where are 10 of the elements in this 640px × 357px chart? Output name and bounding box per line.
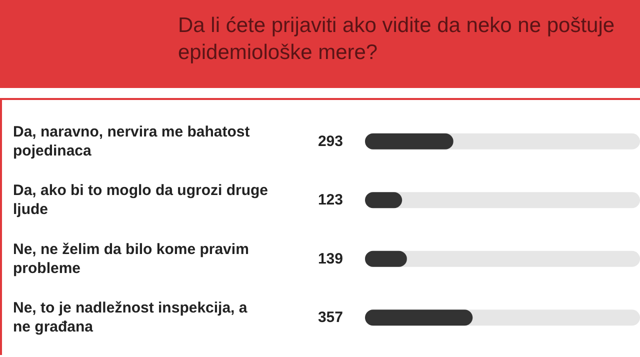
data-label: 357 [318, 309, 343, 326]
y-tick-label: Ne, ne želim da bilo kome pravim probleme [13, 240, 254, 277]
chart-title: Da li ćete prijaviti ako vidite da neko ne poštuje epidemiološke mere? [178, 13, 616, 66]
y-tick-label: Da, ako bi to moglo da ugrozi druge ljude [13, 182, 272, 218]
data-label: 123 [318, 192, 343, 209]
data-label: 293 [318, 132, 343, 150]
y-tick-label: Ne, to je nadležnost inspekcija, a ne građana [13, 300, 252, 336]
y-tick-label: Da, naravno, nervira me bahatost pojedinaca [13, 123, 254, 160]
bar [365, 133, 454, 150]
data-label: 139 [318, 250, 343, 268]
